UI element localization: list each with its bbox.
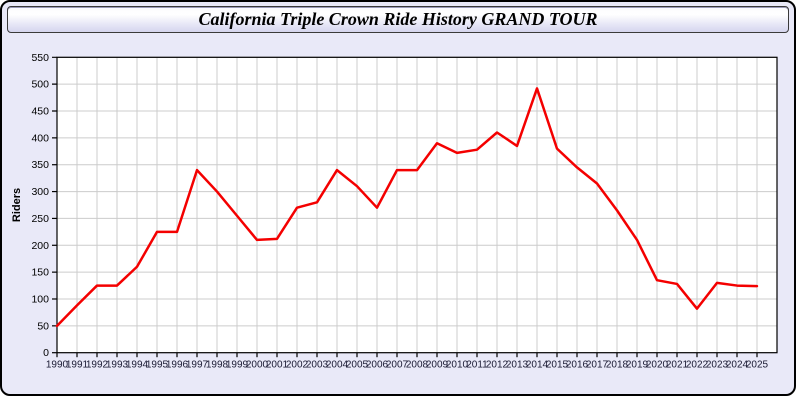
x-tick-label: 2020 [646,360,669,371]
x-tick-label: 2010 [446,360,469,371]
y-tick-label: 350 [31,159,49,171]
x-tick-label: 2023 [706,360,729,371]
x-tick-label: 2017 [586,360,609,371]
x-tick-label: 1999 [226,360,249,371]
x-tick-label: 2019 [626,360,649,371]
plot-border [56,56,778,354]
x-tick-label: 2005 [346,360,369,371]
riders-series-line [55,87,759,328]
chart-title-bar: California Triple Crown Ride History GRA… [7,6,789,33]
y-tick-label: 500 [31,79,49,91]
y-tick-label: 300 [31,186,49,198]
x-tick-label: 1996 [166,360,189,371]
x-tick-label: 2009 [426,360,449,371]
y-tick-label: 450 [31,106,49,118]
x-tick-label: 2021 [666,360,689,371]
x-tick-label: 1997 [186,360,209,371]
x-tick-label: 2014 [526,360,549,371]
x-tick-label: 1992 [86,360,109,371]
x-tick-label: 2022 [686,360,709,371]
x-tick-label: 2013 [506,360,529,371]
x-tick-label: 2000 [246,360,269,371]
x-tick-label: 2024 [726,360,749,371]
y-tick-label: 550 [31,52,49,64]
x-tick-label: 2012 [486,360,509,371]
x-tick-label: 1998 [206,360,229,371]
y-tick-label: 400 [31,132,49,144]
y-axis-title: Riders [11,188,23,222]
x-tick-label: 2001 [266,360,289,371]
y-tick-label: 250 [31,213,49,225]
y-tick-label: 200 [31,240,49,252]
x-tick-label: 1995 [146,360,169,371]
y-tick-label: 100 [31,293,49,305]
x-tick-label: 2007 [386,360,409,371]
y-tick-label: 0 [43,347,49,359]
x-tick-label: 2011 [466,360,488,371]
x-tick-label: 2025 [746,360,769,371]
x-tick-label: 2018 [606,360,629,371]
x-tick-label: 2004 [326,360,349,371]
y-tick-label: 50 [37,320,49,332]
x-tick-label: 1990 [46,360,69,371]
x-tick-label: 2015 [546,360,569,371]
x-tick-label: 1994 [126,360,149,371]
y-tick-label: 150 [31,267,49,279]
x-tick-label: 1993 [106,360,129,371]
x-tick-label: 1991 [66,360,89,371]
x-tick-label: 2008 [406,360,429,371]
x-tick-label: 2016 [566,360,589,371]
x-tick-label: 2003 [306,360,329,371]
x-tick-label: 2006 [366,360,389,371]
chart-title: California Triple Crown Ride History GRA… [198,9,598,29]
x-tick-label: 2002 [286,360,309,371]
ride-history-line-chart: 0501001502002503003504004505005501990199… [11,52,778,371]
